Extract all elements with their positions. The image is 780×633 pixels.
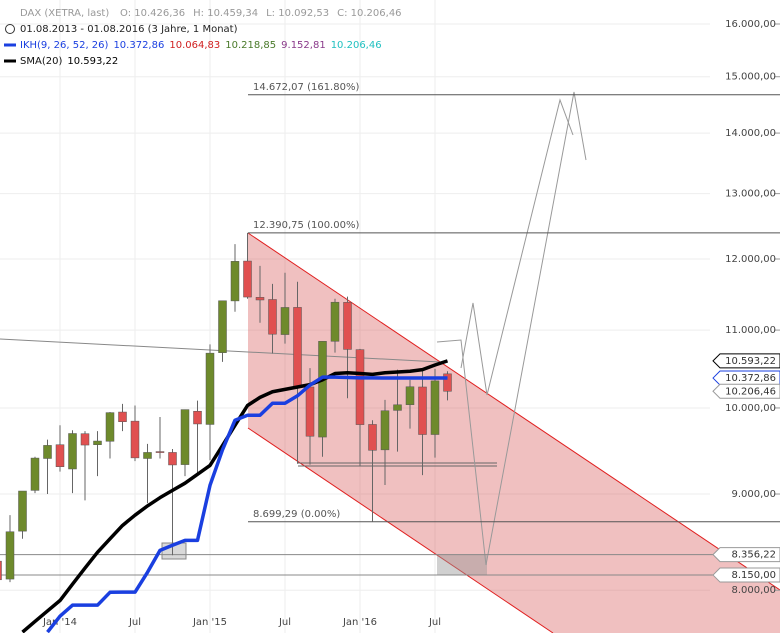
channel-lower bbox=[247, 427, 554, 633]
y-tick-label: 15.000,00 bbox=[725, 72, 776, 83]
candle-body bbox=[280, 307, 290, 335]
date-range: 01.08.2013 - 01.08.2016 (3 Jahre, 1 Mona… bbox=[20, 24, 238, 35]
ohlc-value: C: 10.206,46 bbox=[337, 8, 401, 19]
candle-body bbox=[405, 386, 415, 405]
header: DAX (XETRA, last) O: 10.426,36 H: 10.459,3… bbox=[4, 8, 402, 67]
candle-body bbox=[430, 380, 440, 435]
y-tick-label: 10.000,00 bbox=[725, 403, 776, 414]
candle-body bbox=[418, 386, 427, 435]
projection-line bbox=[460, 98, 574, 396]
legend-name: SMA(20) bbox=[20, 56, 62, 67]
candle-body bbox=[330, 301, 340, 342]
candle-body bbox=[68, 433, 77, 470]
candle-body bbox=[180, 409, 190, 465]
candle-body bbox=[355, 349, 365, 425]
candle-body bbox=[230, 261, 240, 302]
candle-body bbox=[205, 352, 215, 425]
candle-body bbox=[255, 297, 265, 301]
x-tick-label: Jan '15 bbox=[192, 617, 227, 628]
candle-body bbox=[368, 424, 377, 451]
projection-box bbox=[437, 555, 487, 575]
fib-label: 8.699,29 (0.00%) bbox=[253, 509, 340, 520]
drawings bbox=[0, 91, 780, 633]
candle-body bbox=[268, 299, 277, 335]
legend-name: IKH(9, 26, 52, 26) bbox=[20, 40, 109, 51]
legend-value: 10.206,46 bbox=[331, 40, 382, 51]
legend-value: 9.152,81 bbox=[281, 40, 326, 51]
level-tag-label: 8.356,22 bbox=[731, 550, 776, 561]
clock-icon bbox=[5, 24, 15, 34]
y-tick-label: 12.000,00 bbox=[725, 254, 776, 265]
candle-body bbox=[105, 412, 115, 442]
legend-value: 10.064,83 bbox=[169, 40, 220, 51]
candle-body bbox=[130, 420, 140, 459]
ohlc-value: H: 10.459,34 bbox=[193, 8, 258, 19]
indicator-line bbox=[21, 359, 449, 633]
instrument-title: DAX (XETRA, last) bbox=[20, 8, 109, 19]
candle-body bbox=[218, 300, 227, 353]
candle-body bbox=[343, 302, 352, 350]
y-tick-label: 11.000,00 bbox=[725, 325, 776, 336]
price-tag bbox=[712, 383, 780, 399]
candle-body bbox=[118, 411, 127, 422]
candle-body bbox=[155, 451, 165, 453]
price-tag-label: 10.372,86 bbox=[725, 373, 776, 384]
candle-body bbox=[168, 452, 177, 466]
channel-upper bbox=[247, 232, 780, 591]
level-tag-label: 8.150,00 bbox=[731, 570, 776, 581]
indicator-line bbox=[46, 375, 448, 633]
candle-body bbox=[380, 410, 390, 451]
candle-body bbox=[18, 490, 27, 532]
candle-body bbox=[80, 433, 90, 446]
price-tag bbox=[712, 370, 780, 386]
legend-value: 10.593,22 bbox=[67, 56, 118, 67]
candle-body bbox=[43, 445, 52, 459]
x-tick-label: Jul bbox=[278, 617, 291, 628]
candle-body bbox=[0, 560, 2, 581]
candle-body bbox=[243, 260, 252, 298]
candle-body bbox=[5, 531, 15, 580]
legend-value: 10.218,85 bbox=[225, 40, 276, 51]
y-tick-label: 14.000,00 bbox=[725, 128, 776, 139]
fib-label: 14.672,07 (161.80%) bbox=[253, 82, 359, 93]
candle-body bbox=[93, 440, 102, 445]
price-tag-label: 10.593,22 bbox=[725, 356, 776, 367]
level-tag bbox=[712, 547, 780, 563]
candle-body bbox=[318, 341, 327, 438]
candle-body bbox=[30, 457, 40, 491]
legend-value: 10.372,86 bbox=[113, 40, 164, 51]
price-tag-label: 10.206,46 bbox=[725, 386, 776, 397]
y-tick-label: 8.000,00 bbox=[731, 585, 776, 596]
candle-body bbox=[393, 404, 402, 411]
x-tick-label: Jul bbox=[428, 617, 441, 628]
level-tag bbox=[712, 567, 780, 583]
y-tick-label: 13.000,00 bbox=[725, 189, 776, 200]
fib-label: 12.390,75 (100.00%) bbox=[253, 220, 359, 231]
projection-line bbox=[436, 91, 587, 566]
x-tick-label: Jul bbox=[128, 617, 141, 628]
candle-body bbox=[143, 452, 152, 459]
candle-body bbox=[305, 386, 315, 437]
ohlc-value: L: 10.092,53 bbox=[266, 8, 329, 19]
x-tick-label: Jan '14 bbox=[42, 617, 77, 628]
candle-body bbox=[293, 307, 302, 388]
channel-fill bbox=[248, 233, 780, 633]
y-tick-label: 9.000,00 bbox=[731, 489, 776, 500]
y-tick-label: 16.000,00 bbox=[725, 19, 776, 30]
ohlc-value: O: 10.426,36 bbox=[120, 8, 185, 19]
candle-body bbox=[443, 373, 452, 392]
candle-body bbox=[193, 410, 202, 425]
candle-body bbox=[55, 444, 65, 467]
x-tick-label: Jan '16 bbox=[342, 617, 377, 628]
price-tag bbox=[712, 353, 780, 369]
